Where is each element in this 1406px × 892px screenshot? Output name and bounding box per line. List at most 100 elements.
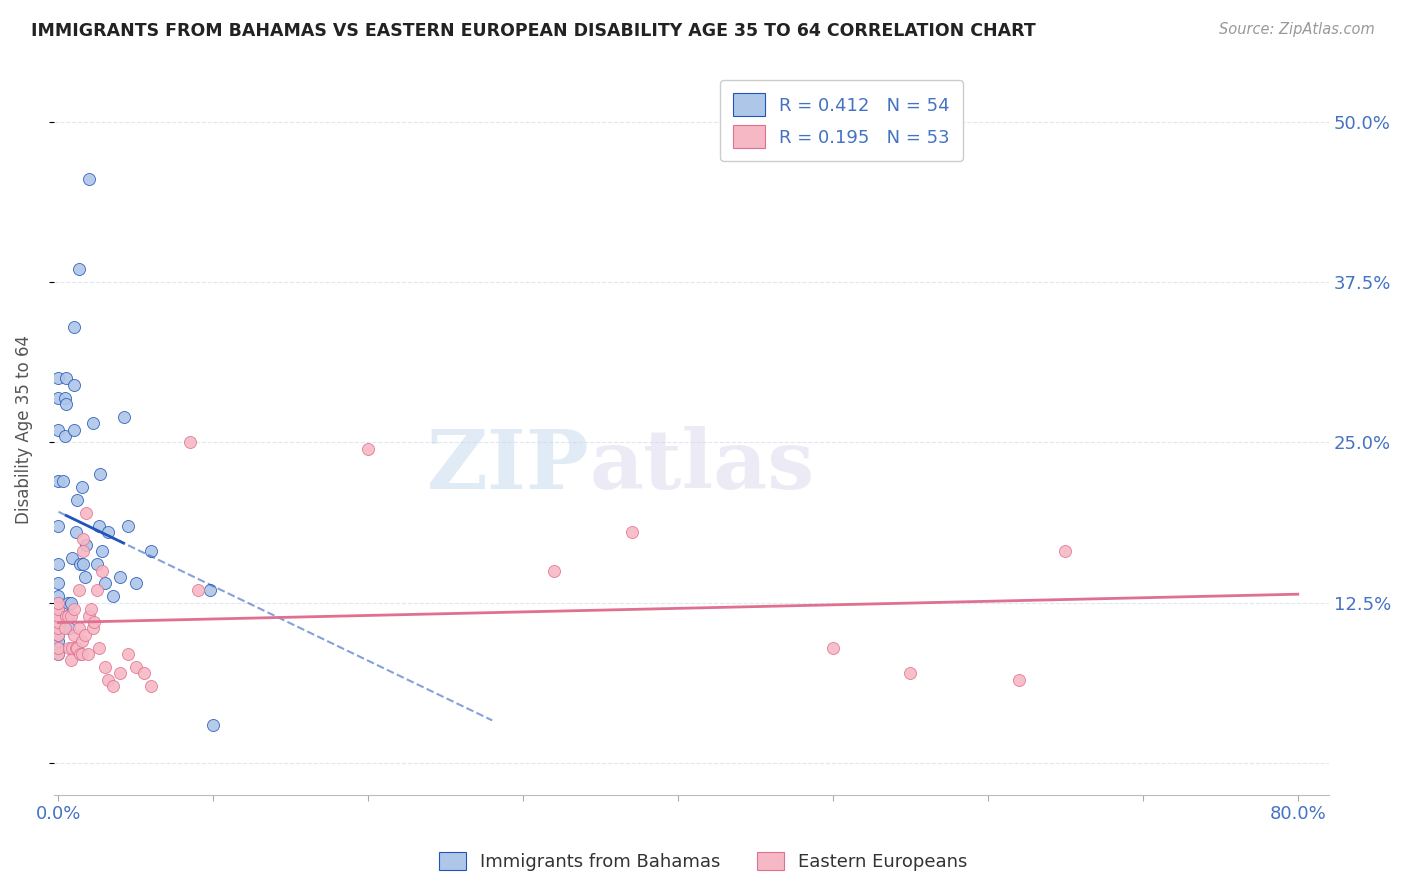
Legend: Immigrants from Bahamas, Eastern Europeans: Immigrants from Bahamas, Eastern Europea…: [432, 845, 974, 879]
Text: IMMIGRANTS FROM BAHAMAS VS EASTERN EUROPEAN DISABILITY AGE 35 TO 64 CORRELATION : IMMIGRANTS FROM BAHAMAS VS EASTERN EUROP…: [31, 22, 1036, 40]
Point: [110, 570, 132, 584]
Point: [62, 640, 84, 655]
Point: [79, 172, 101, 186]
Point: [58, 640, 80, 655]
Point: [63, 628, 86, 642]
Point: [97, 525, 120, 540]
Point: [543, 564, 565, 578]
Point: [117, 647, 139, 661]
Point: [900, 666, 922, 681]
Point: [48, 474, 70, 488]
Point: [90, 544, 112, 558]
Point: [48, 615, 70, 629]
Point: [66, 493, 89, 508]
Point: [65, 640, 87, 655]
Point: [70, 480, 93, 494]
Point: [59, 596, 82, 610]
Point: [89, 467, 111, 482]
Point: [94, 576, 117, 591]
Point: [52, 474, 75, 488]
Point: [48, 640, 70, 655]
Point: [63, 423, 86, 437]
Point: [75, 506, 97, 520]
Point: [69, 647, 91, 661]
Point: [125, 660, 148, 674]
Point: [48, 628, 70, 642]
Point: [357, 442, 380, 456]
Point: [94, 660, 117, 674]
Point: [125, 576, 148, 591]
Point: [48, 621, 70, 635]
Point: [56, 596, 79, 610]
Point: [66, 640, 89, 655]
Point: [82, 416, 104, 430]
Text: ZIP: ZIP: [426, 426, 589, 506]
Point: [620, 525, 643, 540]
Point: [48, 596, 70, 610]
Point: [117, 518, 139, 533]
Point: [62, 550, 84, 565]
Point: [53, 391, 76, 405]
Point: [48, 647, 70, 661]
Point: [75, 538, 97, 552]
Point: [73, 570, 96, 584]
Point: [58, 621, 80, 635]
Point: [48, 602, 70, 616]
Point: [48, 576, 70, 591]
Point: [48, 608, 70, 623]
Point: [53, 429, 76, 443]
Point: [69, 558, 91, 572]
Point: [86, 582, 108, 597]
Point: [67, 262, 90, 277]
Y-axis label: Disability Age 35 to 64: Disability Age 35 to 64: [15, 335, 32, 524]
Point: [179, 435, 201, 450]
Point: [101, 679, 124, 693]
Point: [202, 717, 225, 731]
Text: atlas: atlas: [589, 426, 814, 506]
Point: [86, 558, 108, 572]
Point: [48, 621, 70, 635]
Point: [56, 608, 79, 623]
Point: [70, 634, 93, 648]
Point: [77, 647, 100, 661]
Point: [56, 608, 79, 623]
Point: [48, 640, 70, 655]
Point: [48, 634, 70, 648]
Point: [1054, 544, 1077, 558]
Point: [59, 653, 82, 667]
Point: [48, 558, 70, 572]
Point: [67, 582, 90, 597]
Point: [200, 582, 222, 597]
Point: [63, 377, 86, 392]
Point: [82, 621, 104, 635]
Point: [72, 532, 94, 546]
Point: [63, 320, 86, 334]
Legend: R = 0.412   N = 54, R = 0.195   N = 53: R = 0.412 N = 54, R = 0.195 N = 53: [720, 80, 963, 161]
Point: [59, 608, 82, 623]
Point: [48, 596, 70, 610]
Point: [48, 615, 70, 629]
Point: [55, 608, 77, 623]
Point: [48, 602, 70, 616]
Point: [1008, 673, 1031, 687]
Point: [53, 621, 76, 635]
Point: [90, 564, 112, 578]
Point: [48, 518, 70, 533]
Point: [55, 397, 77, 411]
Point: [87, 518, 110, 533]
Point: [821, 640, 844, 655]
Point: [63, 602, 86, 616]
Point: [73, 628, 96, 642]
Point: [80, 602, 103, 616]
Point: [48, 647, 70, 661]
Point: [67, 621, 90, 635]
Point: [83, 615, 105, 629]
Text: Source: ZipAtlas.com: Source: ZipAtlas.com: [1219, 22, 1375, 37]
Point: [48, 589, 70, 603]
Point: [141, 679, 163, 693]
Point: [48, 371, 70, 385]
Point: [97, 673, 120, 687]
Point: [112, 409, 135, 424]
Point: [187, 582, 209, 597]
Point: [141, 544, 163, 558]
